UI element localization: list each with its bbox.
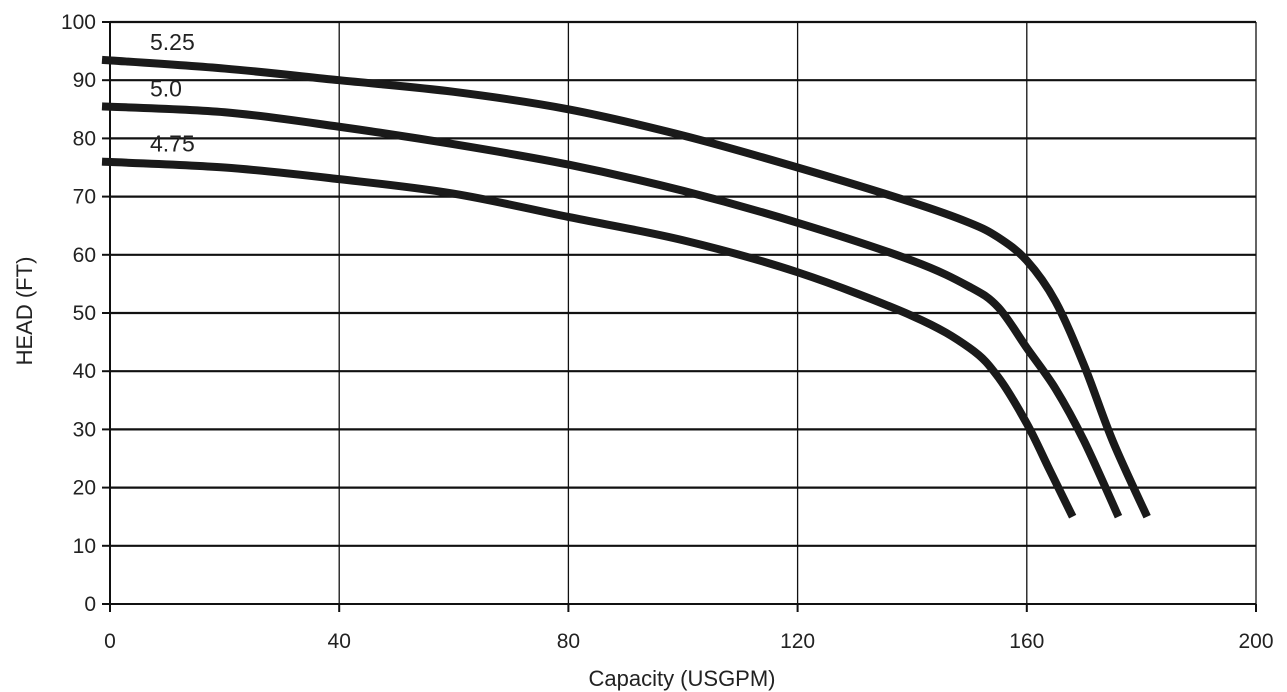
- x-tick-label-0: 0: [104, 630, 116, 653]
- x-tick-label-160: 160: [1009, 630, 1044, 653]
- y-tick-label-10: 10: [73, 535, 96, 558]
- y-tick-label-80: 80: [73, 127, 96, 150]
- x-tick-label-40: 40: [328, 630, 351, 653]
- y-tick-label-90: 90: [73, 69, 96, 92]
- y-tick-label-20: 20: [73, 477, 96, 500]
- series-lines: [101, 55, 1151, 519]
- y-tick-label-40: 40: [73, 360, 96, 383]
- series-label-5.25: 5.25: [150, 29, 195, 55]
- series-labels: 5.25 5.0 4.75: [150, 29, 195, 157]
- y-axis-title: HEAD (FT): [12, 257, 37, 366]
- y-tick-label-60: 60: [73, 244, 96, 267]
- series-line-5.25: [101, 55, 1151, 519]
- series-label-4.75: 4.75: [150, 131, 195, 157]
- series-line-5.0: [101, 102, 1123, 519]
- x-tick-label-200: 200: [1238, 630, 1273, 653]
- x-axis-title: Capacity (USGPM): [588, 666, 775, 691]
- x-tick-label-80: 80: [557, 630, 580, 653]
- axes: [102, 21, 1257, 612]
- grid: [110, 20, 1257, 604]
- y-tick-label-30: 30: [73, 418, 96, 441]
- series-line-4.75: [101, 157, 1077, 519]
- tick-labels: 0 10 20 30 40 50 60 70 80 90 100 0 40 80 120 160 200: [61, 11, 1274, 653]
- y-tick-label-50: 50: [73, 302, 96, 325]
- y-tick-label-70: 70: [73, 186, 96, 209]
- y-tick-label-100: 100: [61, 11, 96, 34]
- x-tick-label-120: 120: [780, 630, 815, 653]
- y-tick-label-0: 0: [84, 593, 96, 616]
- series-label-5.0: 5.0: [150, 75, 182, 101]
